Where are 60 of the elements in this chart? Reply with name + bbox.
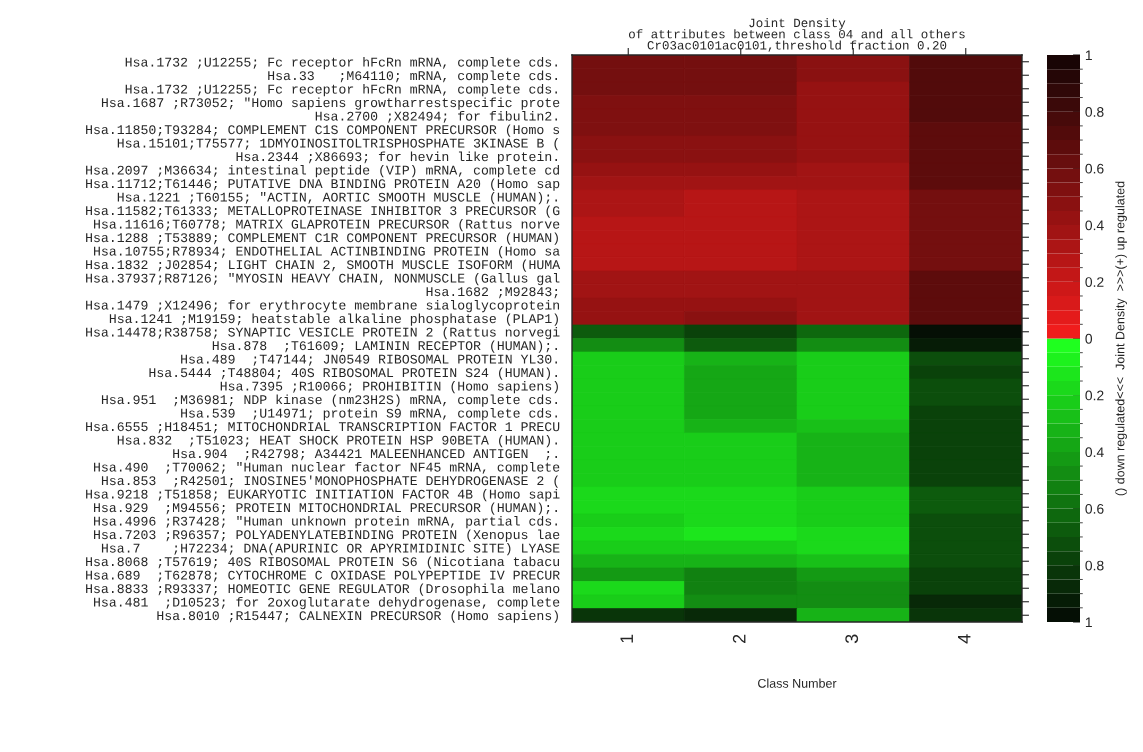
y-tick-label: Hsa.1288 ;T53889; COMPLEMENT C1R COMPONENT PRECURSOR (HUMAN): [86, 232, 558, 245]
y-tick-label: Hsa.951 ;M36981; NDP kinase (nm23H2S) mRNA, complete cds.: [101, 394, 557, 407]
color-bar-label: 0.4: [1085, 220, 1104, 231]
y-tick-label: Hsa.1241 ;M19159; heatstable alkaline phosphatase (PLAP1): [109, 313, 558, 326]
y-tick-label: Hsa.929 ;M94556; PROTEIN MITOCHONDRIAL PRECURSOR (HUMAN);.: [94, 502, 557, 515]
chart-title: Joint Density of attributes between class 04 and all others Cr03ac0101ac0101,threshold fraction 0.20: [629, 17, 965, 52]
color-bar-label: 0.8: [1085, 560, 1104, 571]
y-tick-label: Hsa.2700 ;X82494; for fibulin2.: [315, 110, 557, 123]
y-tick-label: Hsa.2344 ;X86693; for hevin like protein.: [236, 151, 557, 164]
y-tick-label: Hsa.11582;T61333; METALLOPROTEINASE INHIBITOR 3 PRECURSOR (G: [86, 205, 560, 218]
color-bar-title: () down regulated<<< Joint Density >>>(+) up regulated: [1115, 181, 1127, 496]
color-bar-label: 1: [1085, 617, 1092, 628]
y-tick-label: Hsa.11712;T61446; PUTATIVE DNA BINDING PROTEIN A20 (Homo sap: [86, 178, 560, 191]
color-bar-label: 0.8: [1085, 107, 1104, 117]
color-bar-label: 0.4: [1085, 447, 1104, 458]
color-bar-label: 0.2: [1085, 390, 1104, 401]
y-tick-label: Hsa.1732 ;U12255; Fc receptor hFcRn mRNA, complete cds.: [125, 56, 557, 70]
y-tick-label: Hsa.8010 ;R15447; CALNEXIN PRECURSOR (Homo sapiens): [157, 610, 558, 623]
y-tick-label: Hsa.1682 ;M92843;: [426, 287, 558, 299]
y-tick-label: Hsa.481 ;D10523; for 2oxoglutarate dehydrogenase, complete: [94, 596, 560, 610]
y-tick-label: Hsa.8068 ;T57619; 40S RIBOSOMAL PROTEIN S6 (Nicotiana tabacu: [86, 556, 560, 569]
x-tick-label: 1: [620, 634, 633, 643]
y-tick-label: Hsa.490 ;T70062; "Human nuclear factor NF45 mRNA, complete: [94, 461, 560, 475]
y-tick-label: Hsa.6555 ;H18451; MITOCHONDRIAL TRANSCRIPTION FACTOR 1 PRECU: [86, 422, 560, 434]
y-tick-label: Hsa.4996 ;R37428; "Human unknown protein mRNA, partial cds.: [94, 515, 557, 529]
y-tick-label: Hsa.8833 ;R93337; HOMEOTIC GENE REGULATOR (Drosophila melano: [86, 583, 560, 596]
y-tick-label: Hsa.1732 ;U12255; Fc receptor hFcRn mRNA, complete cds.: [125, 83, 557, 97]
y-tick-label: Hsa.10755;R78934; ENDOTHELIAL ACTINBINDING PROTEIN (Homo sa: [94, 245, 560, 259]
y-tick-label: Hsa.14478;R38758; SYNAPTIC VESICLE PROTEIN 2 (Rattus norvegi: [86, 326, 560, 340]
x-tick-label: 4: [958, 634, 971, 644]
y-tick-label: Hsa.7 ;H72234; DNA(APURINIC OR APYRIMIDINIC SITE) LYASE: [101, 542, 560, 556]
y-tick-label: Hsa.1687 ;R73052; "Homo sapiens growtharrestspecific prote: [101, 97, 560, 110]
y-tick-label: Hsa.7203 ;R96357; POLYADENYLATEBINDING PROTEIN (Xenopus lae: [94, 529, 560, 542]
y-tick-label: Hsa.37937;R87126; "MYOSIN HEAVY CHAIN, NONMUSCLE (Gallus gal: [86, 272, 560, 286]
y-tick-label: Hsa.15101;T75577; 1DMYOINOSITOLTRISPHOSPHATE 3KINASE B (: [117, 137, 558, 151]
color-bar-label: 1: [1085, 50, 1092, 61]
y-tick-label: Hsa.904 ;R42798; A34421 MALEENHANCED ANTIGEN ;.: [173, 449, 557, 461]
y-tick-label: Hsa.1832 ;J02854; LIGHT CHAIN 2, SMOOTH MUSCLE ISOFORM (HUMA: [86, 259, 561, 272]
y-tick-label: Hsa.7395 ;R10066; PROHIBITIN (Homo sapiens): [220, 380, 558, 394]
y-tick-label: Hsa.689 ;T62878; CYTOCHROME C OXIDASE POLYPEPTIDE IV PRECUR: [86, 570, 560, 582]
y-tick-label: Hsa.9218 ;T51858; EUKARYOTIC INITIATION FACTOR 4B (Homo sapi: [86, 488, 560, 502]
y-tick-label: Hsa.33 ;M64110; mRNA, complete cds.: [268, 70, 557, 83]
y-tick-label: Hsa.1479 ;X12496; for erythrocyte membrane sialoglycoprotein: [86, 299, 559, 313]
y-tick-label: Hsa.489 ;T47144; JN0549 RIBOSOMAL PROTEIN YL30.: [181, 354, 557, 366]
y-tick-label: Hsa.5444 ;T48804; 40S RIBOSOMAL PROTEIN S24 (HUMAN).: [149, 367, 557, 380]
color-bar-label: 0: [1085, 333, 1093, 344]
y-tick-label: Hsa.11850;T93284; COMPLEMENT C1S COMPONENT PRECURSOR (Homo s: [86, 124, 560, 137]
x-tick-label: 2: [732, 634, 746, 643]
color-bar-label: 0.6: [1085, 163, 1104, 174]
x-axis-title: Class Number: [758, 678, 837, 688]
y-tick-label: Hsa.832 ;T51023; HEAT SHOCK PROTEIN HSP 90BETA (HUMAN).: [117, 434, 557, 448]
y-tick-label: Hsa.1221 ;T60155; "ACTIN, AORTIC SMOOTH MUSCLE (HUMAN);.: [117, 191, 557, 205]
y-tick-label: Hsa.539 ;U14971; protein S9 mRNA, complete cds.: [181, 407, 557, 421]
y-tick-label: Hsa.11616;T60778; MATRIX GLAPROTEIN PRECURSOR (Rattus norve: [94, 218, 560, 232]
y-tick-label: Hsa.878 ;T61609; LAMININ RECEPTOR (HUMAN);.: [212, 340, 557, 353]
color-bar-label: 0.2: [1085, 277, 1104, 287]
y-tick-label: Hsa.853 ;R42501; INOSINE5'MONOPHOSPHATE DEHYDROGENASE 2 (: [101, 475, 558, 488]
y-tick-label: Hsa.2097 ;M36634; intestinal peptide (VIP) mRNA, complete cd: [86, 164, 559, 178]
color-bar-label: 0.6: [1085, 503, 1104, 514]
x-tick-label: 3: [845, 634, 859, 644]
